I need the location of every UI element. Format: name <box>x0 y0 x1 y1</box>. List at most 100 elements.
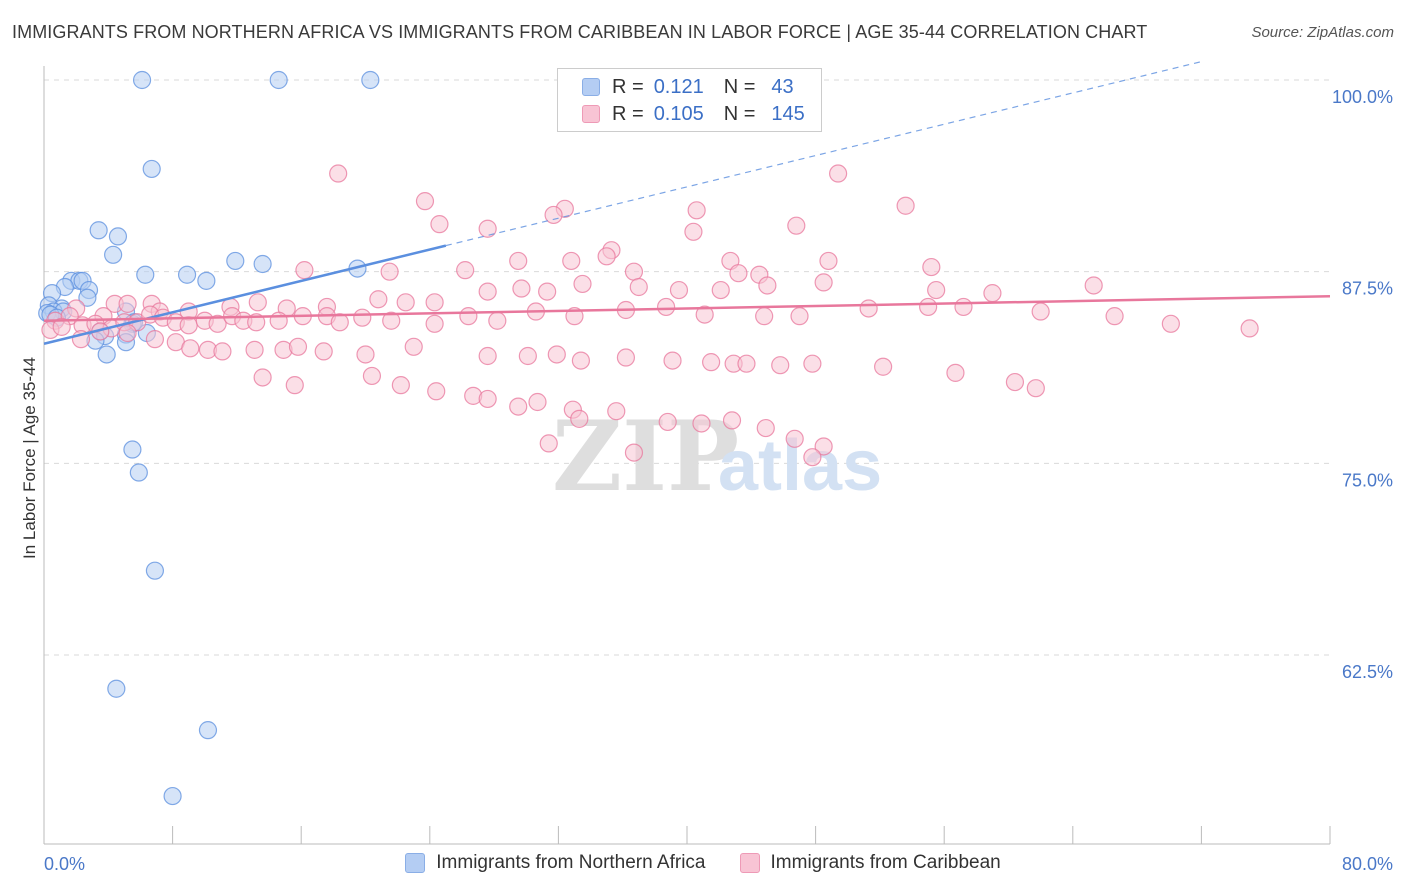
caribbean-point <box>722 411 742 430</box>
caribbean-point <box>391 376 410 395</box>
caribbean-point <box>1240 319 1259 338</box>
northern-africa-point <box>123 440 142 459</box>
caribbean-point <box>369 290 388 309</box>
northern-africa-point <box>361 70 380 90</box>
caribbean-point <box>539 434 558 453</box>
caribbean-point <box>814 437 833 456</box>
caribbean-point <box>1026 379 1045 398</box>
caribbean-point <box>729 264 748 283</box>
caribbean-point <box>711 280 730 300</box>
caribbean-point <box>456 261 475 280</box>
caribbean-point <box>684 222 703 241</box>
caribbean-point <box>814 273 833 292</box>
legend-n-label: N = <box>723 102 756 125</box>
caribbean-point <box>415 192 435 211</box>
caribbean-point <box>756 418 775 438</box>
northern-africa-point <box>198 721 218 740</box>
northern-africa-point <box>197 271 216 290</box>
caribbean-point <box>544 205 563 225</box>
caribbean-point <box>478 389 497 409</box>
tick-labels: 100.0% 87.5% 75.0% 62.5% 0.0% 80.0% <box>44 87 1393 874</box>
northern-africa-point <box>97 345 116 364</box>
caribbean-point <box>658 412 677 432</box>
legend-n-label: N = <box>723 75 756 98</box>
legend-r-value: 0.121 <box>653 75 704 98</box>
northern-africa-point <box>136 265 155 284</box>
series-legend: Immigrants from Northern Africa Immigran… <box>0 852 1406 874</box>
caribbean-point <box>478 219 497 238</box>
caribbean-point <box>380 262 399 281</box>
legend-swatch-caribbean <box>582 105 600 123</box>
caribbean-point <box>459 307 478 326</box>
northern-africa-point <box>163 786 182 806</box>
legend-n-value: 43 <box>771 75 794 98</box>
caribbean-point <box>356 345 375 364</box>
caribbean-point <box>285 376 304 395</box>
caribbean-point <box>571 351 591 370</box>
northern-africa-point <box>253 254 272 274</box>
caribbean-point <box>478 282 497 301</box>
grid-lines <box>44 79 1330 656</box>
caribbean-point <box>269 311 288 330</box>
northern-africa-point <box>89 221 108 240</box>
caribbean-point <box>248 293 267 312</box>
northern-africa-point <box>145 561 165 580</box>
caribbean-point <box>314 342 333 361</box>
x-tick-label: 80.0% <box>1342 854 1393 874</box>
caribbean-point <box>803 448 822 467</box>
caribbean-point <box>570 409 589 428</box>
northern-africa-point <box>226 251 245 271</box>
caribbean-point <box>208 314 227 333</box>
caribbean-point <box>755 307 774 326</box>
caribbean-point <box>1105 307 1124 326</box>
caribbean-point <box>758 276 777 295</box>
series-label-caribbean: Immigrants from Caribbean <box>770 852 1001 873</box>
x-tick-label: 0.0% <box>44 854 85 874</box>
caribbean-point <box>983 284 1002 303</box>
y-tick-label: 87.5% <box>1342 279 1393 299</box>
caribbean-trend-line <box>43 294 1331 322</box>
caribbean-point <box>145 330 165 349</box>
northern-africa-trend-line-extension <box>445 61 1202 247</box>
caribbean-point <box>687 201 706 220</box>
correlation-legend: R = 0.121 N = 43 R = 0.105 N = 145 <box>557 68 822 132</box>
caribbean-point <box>179 316 198 335</box>
caribbean-point <box>702 353 721 372</box>
caribbean-point <box>607 402 626 421</box>
northern-africa-point <box>107 679 126 698</box>
legend-row-northern-africa: R = 0.121 N = 43 <box>582 75 794 99</box>
caribbean-point <box>488 311 507 330</box>
caribbean-point <box>669 280 689 300</box>
caribbean-point <box>509 251 528 271</box>
caribbean-point <box>954 297 973 317</box>
source-label: Source: ZipAtlas.com <box>1251 24 1394 41</box>
caribbean-point <box>624 443 644 462</box>
caribbean-point <box>922 257 941 277</box>
caribbean-point <box>512 279 531 298</box>
caribbean-point <box>425 293 444 312</box>
caribbean-point <box>118 294 137 313</box>
caribbean-point <box>478 346 497 366</box>
caribbean-point <box>329 164 348 183</box>
caribbean-point <box>1084 276 1103 295</box>
northern-africa-point <box>142 159 161 179</box>
series-label-northern-africa: Immigrants from Northern Africa <box>436 852 706 873</box>
caribbean-point <box>790 307 809 326</box>
caribbean-point <box>657 297 676 317</box>
caribbean-point <box>562 251 581 271</box>
caribbean-point <box>927 280 946 300</box>
caribbean-point <box>353 308 372 327</box>
legend-r-label: R = <box>612 102 644 125</box>
caribbean-point <box>430 215 449 234</box>
caribbean-point <box>829 164 848 183</box>
northern-africa-point <box>129 463 148 482</box>
caribbean-point <box>787 216 806 235</box>
northern-africa-point <box>132 70 152 90</box>
caribbean-point <box>695 305 714 324</box>
watermark: ZIP atlas <box>552 400 882 513</box>
caribbean-point <box>213 342 232 361</box>
caribbean-point <box>785 429 804 448</box>
caribbean-point <box>624 262 644 281</box>
caribbean-point <box>245 340 264 359</box>
data-points <box>38 70 1259 806</box>
